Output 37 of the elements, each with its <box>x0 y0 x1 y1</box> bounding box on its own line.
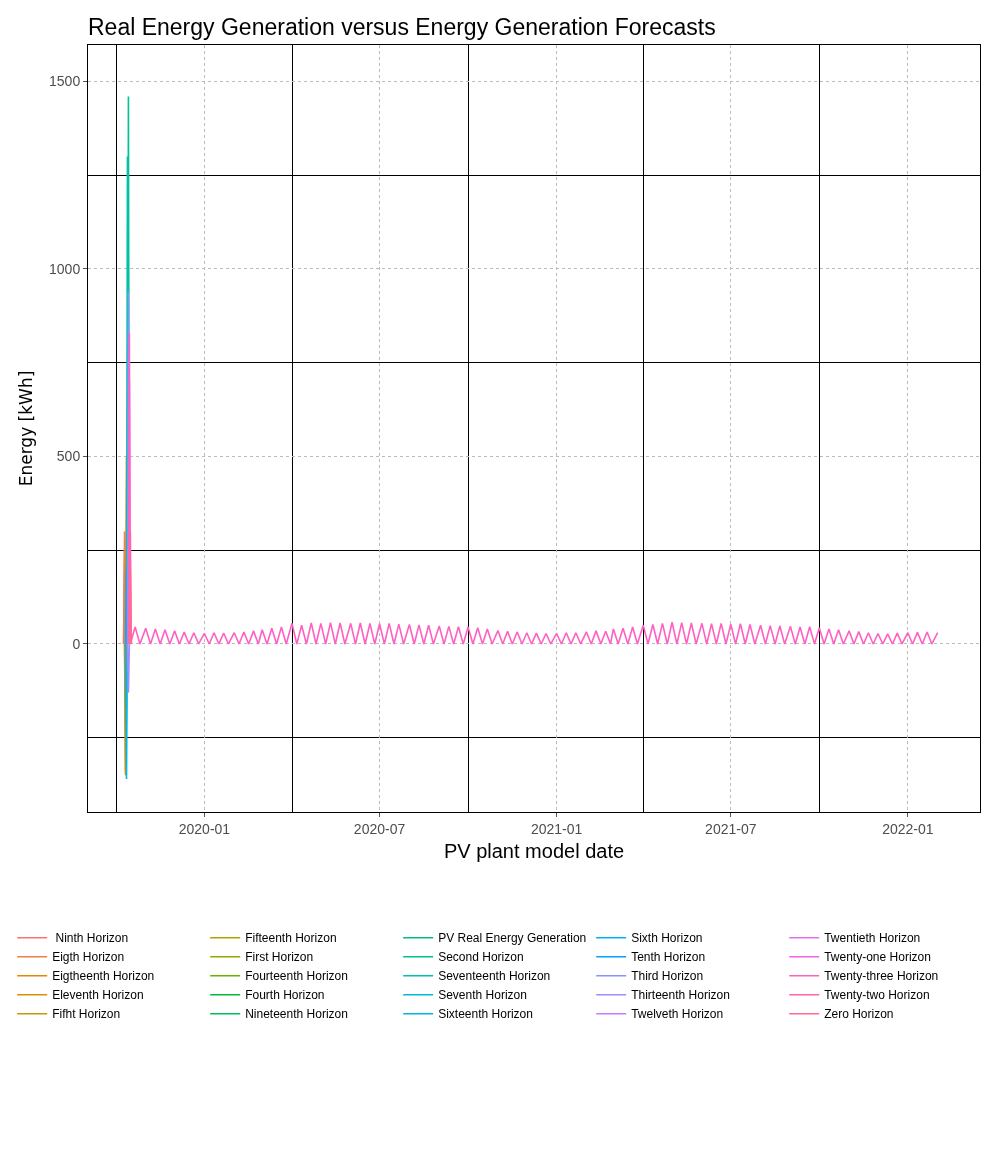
legend-label: Nineteenth Horizon <box>245 1007 348 1022</box>
y-tick-label: 1500 <box>49 73 81 90</box>
x-axis-title: PV plant model date <box>443 840 625 863</box>
legend-label: Sixth Horizon <box>631 931 703 946</box>
legend-label: Tenth Horizon <box>631 950 706 965</box>
x-tick-label: 2020-01 <box>178 820 231 837</box>
y-axis-title: Energy [kWh] <box>15 370 36 487</box>
legend-label: Twelveth Horizon <box>631 1007 724 1022</box>
x-tick-label: 2021-07 <box>705 820 757 837</box>
legend-label: Eigtheenth Horizon <box>52 969 155 984</box>
y-tick-label: 500 <box>56 448 81 465</box>
legend-label: Third Horizon <box>631 969 704 984</box>
legend-label: Eigth Horizon <box>52 950 125 965</box>
legend-label: PV Real Energy Generation <box>438 931 587 946</box>
legend-label: Zero Horizon <box>824 1007 894 1022</box>
legend-label: Fourth Horizon <box>245 988 325 1003</box>
chart-title: Real Energy Generation versus Energy Generation Forecasts <box>88 13 716 40</box>
legend-label: First Horizon <box>245 950 314 965</box>
legend-label: Sixteenth Horizon <box>438 1007 533 1022</box>
legend-label: Second Horizon <box>438 950 524 965</box>
legend-label: Ninth Horizon <box>52 931 129 946</box>
legend-label: Fifteenth Horizon <box>245 931 337 946</box>
x-tick-label: 2021-01 <box>530 820 583 837</box>
y-tick-label: 0 <box>72 635 81 652</box>
legend-label: Seventh Horizon <box>438 988 527 1003</box>
legend-label: Seventeenth Horizon <box>438 969 551 984</box>
legend-label: Thirteenth Horizon <box>631 988 730 1003</box>
legend-label: Twenty-two Horizon <box>824 988 930 1003</box>
legend-label: Twenty-one Horizon <box>824 950 931 965</box>
legend-label: Fifht Horizon <box>52 1007 121 1022</box>
x-tick-label: 2020-07 <box>353 820 406 837</box>
legend-label: Twentieth Horizon <box>824 931 921 946</box>
legend-label: Fourteenth Horizon <box>245 969 348 984</box>
x-tick-label: 2022-01 <box>882 820 934 837</box>
legend-label: Eleventh Horizon <box>52 988 144 1003</box>
y-tick-label: 1000 <box>49 260 81 277</box>
legend-label: Twenty-three Horizon <box>824 969 939 984</box>
